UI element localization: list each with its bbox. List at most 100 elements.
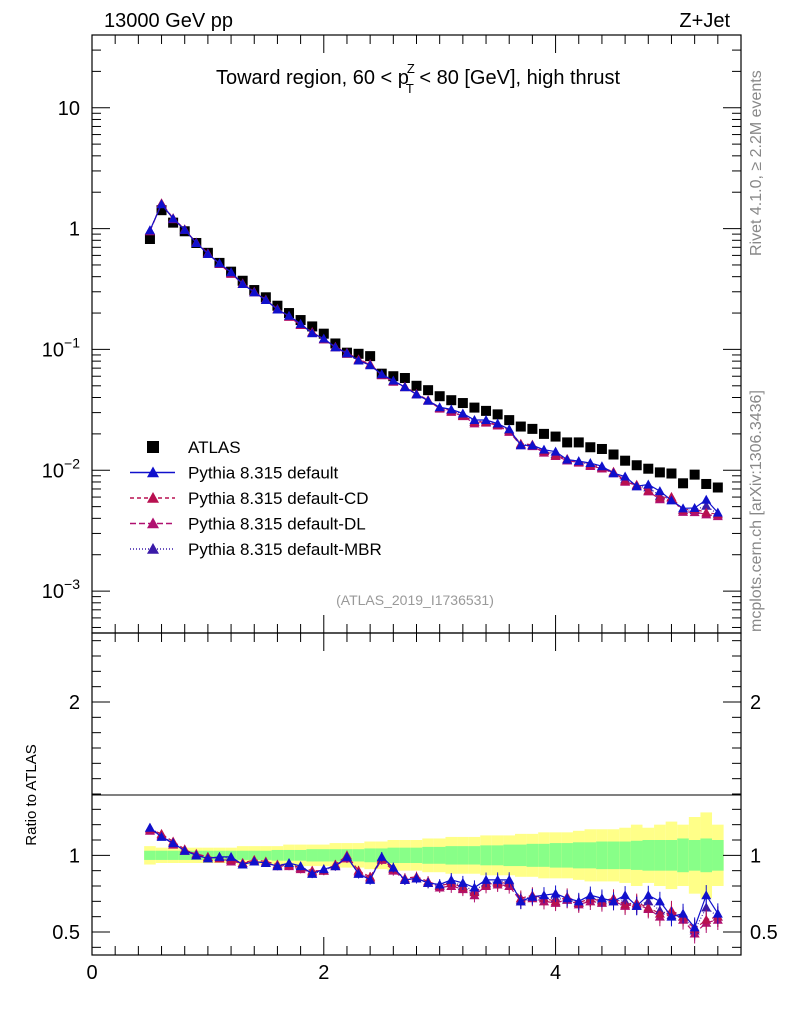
ratio-point-default [446,874,457,884]
y-tick-exponent: −1 [64,334,80,350]
ratio-point-default [654,896,665,906]
title-post: < 80 [GeV], high thrust [414,67,621,89]
inner-uncertainty-bin [283,849,295,861]
mc-point-default [469,414,480,424]
legend-label-mbr: Pythia 8.315 default-MBR [188,540,382,559]
mc-point-default [237,279,248,289]
uncertainty-bands [144,812,724,899]
inner-uncertainty-bin [155,850,168,860]
mc-point-default [515,440,526,450]
inner-uncertainty-bin [329,849,342,862]
ratio-point-default [307,868,318,878]
inner-uncertainty-bin [410,847,423,863]
data-point [538,428,549,439]
inner-uncertainty-bin [306,849,318,862]
ratio-point-default [457,877,468,887]
ratio-point-default [666,911,677,921]
data-point [504,415,515,426]
ratio-point-default [678,908,689,918]
mc-point-default [492,418,503,428]
data-point [411,380,422,391]
inner-uncertainty-bin [538,843,550,867]
plot-title: Toward region, 60 < pZ T < 80 [GeV], high… [216,61,620,96]
y-tick-exponent: −2 [64,455,80,471]
ratio-mc-curves [144,822,723,944]
ratio-point-default [376,851,387,861]
legend-marker-cd [147,492,159,503]
data-point [481,405,492,416]
inner-uncertainty-bin [503,844,516,867]
mc-point-default [341,348,352,358]
mc-point-default [712,507,723,517]
inner-uncertainty-bin [445,846,458,865]
inner-uncertainty-bin [236,850,249,860]
data-point [156,205,167,216]
mc-point-default [689,502,700,512]
mc-point-default [214,258,225,268]
ratio-point-cd [701,914,712,924]
ratio-point-default [179,845,190,855]
ratio-point-default [701,890,712,900]
mc-point-default [318,333,329,343]
mc-point-default [260,294,271,304]
inner-uncertainty-bin [561,843,573,868]
mc-point-cd [701,507,712,517]
ratio-point-default [191,850,202,860]
inner-uncertainty-bin [572,842,585,869]
ratio-point-default [330,861,341,871]
ratio-y-tick-label-right: 2 [750,692,761,714]
data-point [365,351,376,362]
y-tick-base: 10 [42,581,64,603]
ratio-point-default [318,864,329,874]
y-tick-label: 10−2 [42,455,80,482]
legend-label-default: Pythia 8.315 default [188,464,339,483]
inner-uncertainty-bin [665,840,678,871]
mc-point-default [411,389,422,399]
ratio-y-tick-label-right: 0.5 [750,922,778,944]
mc-point-default [608,468,619,478]
mc-point-default [527,440,538,450]
y-tick-label: 10 [58,98,80,120]
data-point [620,455,631,466]
ratio-point-default [399,874,410,884]
y-tick-label: 10−1 [42,334,80,361]
ratio-point-default [631,900,642,910]
ratio-point-default [469,882,480,892]
mc-point-default [399,382,410,392]
title-sub: T [406,81,414,96]
ratio-y-axis-label: Ratio to ATLAS [23,744,40,845]
main-mc-curves [144,198,723,521]
ratio-point-default [202,853,213,863]
y-tick-exponent: −3 [64,576,80,592]
data-point [596,443,607,454]
mc-point-default [423,395,434,405]
legend-marker-mbr [147,543,159,554]
mc-point-default [596,461,607,471]
mc-point-default [249,287,260,297]
ratio-point-default [481,874,492,884]
ratio-point-default [423,877,434,887]
analysis-watermark: (ATLAS_2019_I1736531) [336,592,494,608]
inner-uncertainty-bin [700,838,713,873]
ratio-panel: 0.5 0.5 1 1 2 2 0 2 4 Ratio to ATLAS [23,632,778,984]
ratio-point-default [388,862,399,872]
ratio-point-default [341,851,352,861]
inner-uncertainty-bin [352,849,365,862]
inner-uncertainty-bin [260,850,272,860]
inner-uncertainty-bin [549,843,562,868]
mc-point-default [353,355,364,365]
mc-point-default [620,471,631,481]
data-point [585,442,596,453]
data-point [399,373,410,384]
data-point [457,398,468,409]
ratio-x-ticks: 0 2 4 [86,633,742,984]
ratio-y-tick-label: 1 [69,845,80,867]
data-point [701,478,712,489]
data-point [434,391,445,402]
ratio-point-default [620,890,631,900]
inner-uncertainty-bin [642,840,655,871]
inner-uncertainty-bin [480,845,492,866]
